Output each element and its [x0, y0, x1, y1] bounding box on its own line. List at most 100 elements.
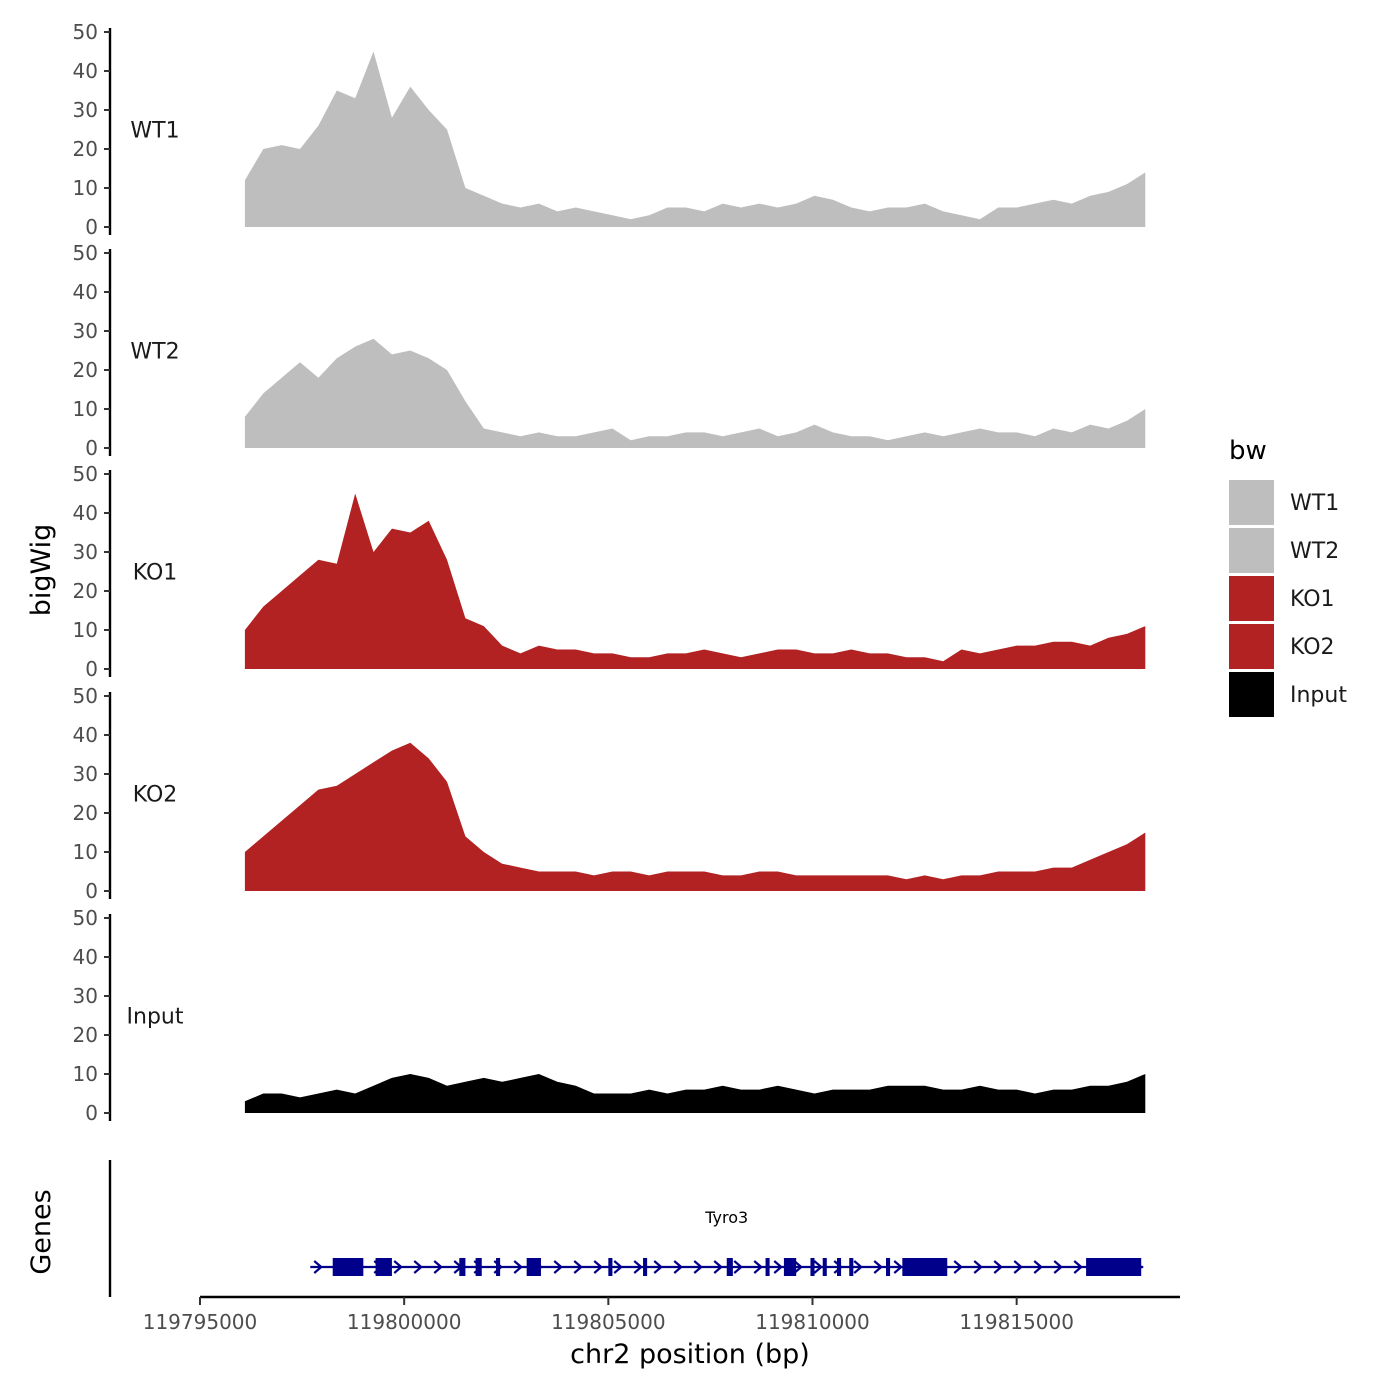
legend-key-wt1: [1229, 480, 1274, 525]
track-wt1: 0 10 20 30 40 50 WT1: [73, 20, 1146, 239]
strand-arrow: [813, 1260, 823, 1274]
exon: [849, 1258, 854, 1276]
y-tick-label: 50: [73, 684, 98, 708]
y-tick-label: 40: [73, 280, 98, 304]
strand-arrow: [773, 1260, 783, 1274]
track-label-ko2: KO2: [133, 783, 178, 808]
area-input: [244, 1074, 1146, 1113]
gene-tyro3: Tyro3: [310, 1208, 1144, 1276]
y-tick-label: 30: [73, 762, 98, 786]
y-tick-label: 40: [73, 945, 98, 969]
strand-arrow: [993, 1260, 1003, 1274]
x-tick-label: 119815000: [959, 1310, 1074, 1334]
exon: [765, 1258, 770, 1276]
track-label-wt1: WT1: [130, 119, 179, 144]
tracks-group: 0 10 20 30 40 50 WT1 0 10 20 30 40 50 WT2 0 10 20 30 40 50 K…: [73, 20, 1146, 1125]
y-tick-label: 10: [73, 1062, 98, 1086]
strand-arrow: [413, 1260, 423, 1274]
strand-arrow: [433, 1260, 443, 1274]
y-tick-label: 30: [73, 319, 98, 343]
y-tick-label: 0: [85, 215, 98, 239]
y-tick-label: 20: [73, 137, 98, 161]
strand-arrow: [1033, 1260, 1043, 1274]
exon: [783, 1258, 797, 1276]
strand-arrow: [753, 1260, 763, 1274]
y-tick-label: 20: [73, 1023, 98, 1047]
y-tick-label: 50: [73, 241, 98, 265]
exon: [1086, 1258, 1142, 1276]
strand-arrow: [393, 1260, 403, 1274]
x-tick-label: 119805000: [551, 1310, 666, 1334]
y-tick-label: 40: [73, 723, 98, 747]
strand-arrow: [673, 1260, 683, 1274]
exon: [837, 1258, 842, 1276]
legend-label-input: Input: [1290, 683, 1347, 708]
exon: [810, 1258, 815, 1276]
strand-arrow: [873, 1260, 883, 1274]
x-tick-label: 119810000: [755, 1310, 870, 1334]
strand-arrow: [713, 1260, 723, 1274]
strand-arrow: [313, 1260, 323, 1274]
legend-label-wt2: WT2: [1290, 539, 1339, 564]
y-axis-title: bigWig: [26, 524, 57, 617]
y-tick-label: 20: [73, 358, 98, 382]
exon: [886, 1258, 891, 1276]
legend-key-ko1: [1229, 576, 1274, 621]
strand-arrow: [973, 1260, 983, 1274]
strand-arrow: [513, 1260, 523, 1274]
track-ko1: 0 10 20 30 40 50 KO1: [73, 462, 1146, 681]
y-tick-label: 50: [73, 20, 98, 44]
x-tick-label: 119800000: [347, 1310, 462, 1334]
x-axis: 119795000 119800000 119805000 119810000 1198…: [143, 1295, 1180, 1334]
exon: [475, 1258, 482, 1276]
y-tick-label: 10: [73, 840, 98, 864]
exon: [332, 1258, 364, 1276]
track-ko2: 0 10 20 30 40 50 KO2: [73, 684, 1146, 903]
track-wt2: 0 10 20 30 40 50 WT2: [73, 241, 1146, 460]
legend-key-wt2: [1229, 528, 1274, 573]
y-tick-label: 0: [85, 436, 98, 460]
legend: bw WT1 WT2 KO1 KO2 Input: [1229, 436, 1347, 717]
legend-label-wt1: WT1: [1290, 491, 1339, 516]
strand-arrow: [953, 1260, 963, 1274]
area-ko1: [244, 493, 1146, 669]
exon: [608, 1258, 613, 1276]
y-tick-label: 20: [73, 579, 98, 603]
strand-arrow: [1013, 1260, 1023, 1274]
strand-arrow: [793, 1260, 803, 1274]
exon: [643, 1258, 648, 1276]
strand-arrow: [1053, 1260, 1063, 1274]
exon: [526, 1258, 541, 1276]
area-wt1: [244, 51, 1146, 227]
y-tick-label: 0: [85, 879, 98, 903]
strand-arrow: [573, 1260, 583, 1274]
legend-key-input: [1229, 672, 1274, 717]
strand-arrow: [853, 1260, 863, 1274]
strand-arrow: [633, 1260, 643, 1274]
strand-arrow: [613, 1260, 623, 1274]
strand-arrow: [833, 1260, 843, 1274]
y-tick-label: 30: [73, 984, 98, 1008]
strand-arrow: [593, 1260, 603, 1274]
legend-title: bw: [1229, 436, 1267, 466]
y-tick-label: 20: [73, 801, 98, 825]
legend-key-ko2: [1229, 624, 1274, 669]
track-label-ko1: KO1: [133, 561, 178, 586]
y-tick-label: 0: [85, 657, 98, 681]
strand-arrow: [893, 1260, 903, 1274]
track-input: 0 10 20 30 40 50 Input: [73, 906, 1146, 1125]
exon: [726, 1258, 733, 1276]
area-wt2: [244, 338, 1146, 448]
exon: [496, 1258, 501, 1276]
x-axis-title: chr2 position (bp): [570, 1339, 810, 1370]
y-tick-label: 0: [85, 1101, 98, 1125]
track-label-wt2: WT2: [130, 340, 179, 365]
y-tick-label: 40: [73, 59, 98, 83]
strand-arrow: [733, 1260, 743, 1274]
strand-arrow: [653, 1260, 663, 1274]
legend-label-ko1: KO1: [1290, 587, 1335, 612]
strand-arrow: [553, 1260, 563, 1274]
y-tick-label: 10: [73, 618, 98, 642]
y-tick-label: 50: [73, 462, 98, 486]
